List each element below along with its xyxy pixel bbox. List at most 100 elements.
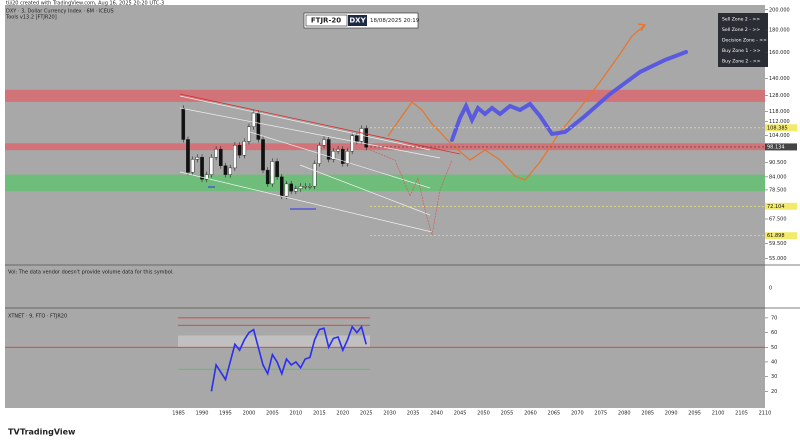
zone-label: Sell Zone 2 - >> — [722, 17, 760, 23]
badge-brand: FTJR-20 — [311, 17, 341, 25]
candle-body — [261, 139, 265, 171]
symbol-line: DXY · 3, Dollar Currency Index · 6M · IC… — [6, 9, 114, 15]
x-tick-label: 2020 — [336, 411, 349, 417]
level-tag — [765, 232, 797, 240]
candle-body — [219, 148, 223, 166]
candle-body — [247, 126, 251, 142]
x-tick-label: 2055 — [501, 411, 514, 417]
y-tick-label: 78.500 — [769, 187, 787, 193]
x-tick-label: 2015 — [313, 411, 326, 417]
candle-body — [186, 139, 190, 173]
x-tick-label: 1995 — [219, 411, 232, 417]
rsi-title: XTNET · 9, FTO · FTJR20 — [8, 314, 67, 320]
badge-brand-box — [305, 14, 348, 27]
candle-body — [275, 161, 279, 178]
level-label: 98.134 — [767, 144, 785, 150]
channel-lines — [179, 95, 441, 233]
zones-panel — [718, 13, 768, 67]
x-tick-label: 2050 — [477, 411, 490, 417]
level-tag — [765, 143, 797, 151]
badge-symbol-box — [348, 15, 367, 26]
candle-body — [345, 150, 350, 164]
zone-label: Sell Zone 2 - >> — [722, 27, 760, 33]
tools-line: Tools v13.2 [FTJR20] — [5, 15, 57, 21]
badge-symbol: DXY — [349, 17, 366, 25]
badge-datetime: 18/08/2025 20:19 — [370, 18, 420, 24]
volume-note: Vol: The data vendor doesn't provide vol… — [8, 270, 174, 276]
x-tick-label: 2080 — [618, 411, 631, 417]
rsi-tick-label: 30 — [771, 374, 777, 380]
y-tick-label: 200.000 — [769, 7, 790, 13]
candle-body — [209, 157, 214, 175]
projection-arrow — [637, 23, 647, 32]
footer-logo: TV — [8, 428, 20, 437]
candle-body — [228, 167, 232, 175]
rsi-tick-label: 60 — [771, 330, 777, 336]
level-label: 108.385 — [767, 125, 788, 131]
level-tag — [765, 202, 797, 210]
candle-body — [308, 186, 312, 188]
x-tick-label: 2060 — [524, 411, 537, 417]
y-tick-label: 90.500 — [769, 160, 787, 166]
candle-body — [317, 145, 322, 164]
rsi-tick-label: 50 — [771, 345, 777, 351]
x-tick-label: 1985 — [172, 411, 185, 417]
y-tick-label: 128.000 — [769, 93, 790, 99]
x-tick-label: 2000 — [243, 411, 256, 417]
candle-body — [289, 183, 293, 192]
x-tick-label: 2030 — [383, 411, 396, 417]
x-tick-label: 2065 — [548, 411, 561, 417]
rsi-tick-label: 20 — [771, 389, 777, 395]
candle-body — [284, 183, 289, 197]
x-tick-label: 2085 — [641, 411, 654, 417]
x-tick-label: 2035 — [407, 411, 420, 417]
candle-body — [190, 159, 195, 173]
credit: tiji20 created with TradingView.com, Aug… — [6, 1, 164, 7]
y-tick-label: 160.000 — [769, 50, 790, 56]
candle-body — [364, 128, 369, 148]
level-label: 72.104 — [767, 204, 785, 210]
y-tick-label: 140.000 — [769, 76, 790, 82]
y-tick-label: 59.500 — [769, 241, 787, 247]
candle-body — [350, 135, 354, 152]
candle-body — [355, 135, 359, 142]
x-tick-label: 2105 — [735, 411, 748, 417]
candle-body — [265, 169, 270, 185]
candle-body — [298, 186, 303, 189]
level-label: 61.898 — [767, 233, 785, 239]
y-tick-label: 104.000 — [769, 133, 790, 139]
y-tick-label: 118.000 — [769, 109, 790, 115]
support-marks — [208, 186, 316, 210]
candle-body — [251, 112, 256, 127]
y-tick-label: 180.000 — [769, 28, 790, 34]
candle-body — [195, 157, 200, 160]
projection-blue — [450, 50, 688, 142]
candle-body — [294, 188, 298, 192]
candle-body — [256, 112, 261, 140]
x-tick-label: 2070 — [571, 411, 584, 417]
zone-band — [5, 143, 765, 151]
candle-body — [322, 139, 326, 146]
candle-body — [181, 107, 186, 140]
candle-body — [336, 148, 340, 152]
zone-label: Buy Zone 2 - >> — [722, 59, 761, 65]
x-tick-label: 2010 — [289, 411, 302, 417]
y-tick-label: 84.000 — [769, 174, 787, 180]
y-tick-label: 55.000 — [769, 256, 787, 262]
projections — [179, 23, 688, 236]
candle-body — [312, 163, 317, 187]
zone-band — [5, 89, 765, 102]
level-tag — [765, 124, 797, 132]
y-tick-label: 112.000 — [769, 119, 790, 125]
x-tick-label: 2110 — [759, 411, 772, 417]
x-tick-label: 2100 — [712, 411, 725, 417]
volume-tick-label: 0 — [769, 286, 772, 292]
rsi-line — [210, 324, 367, 392]
x-tick-label: 2005 — [266, 411, 279, 417]
candle-body — [214, 148, 218, 158]
zone-label: Buy Zone 1 - >> — [722, 48, 761, 54]
x-tick-label: 2045 — [454, 411, 467, 417]
projection-orange — [387, 24, 646, 181]
zone-label: Decision Zone - >> — [722, 38, 767, 44]
